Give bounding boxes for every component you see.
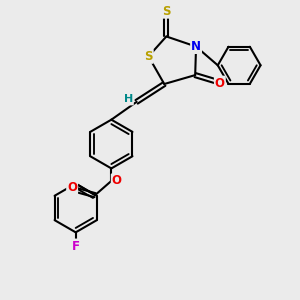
Text: O: O [215, 76, 225, 90]
Text: S: S [144, 50, 153, 63]
Text: N: N [191, 40, 201, 53]
Text: O: O [67, 181, 77, 194]
Text: H: H [124, 94, 133, 104]
Text: F: F [72, 239, 80, 253]
Text: S: S [162, 5, 171, 18]
Text: O: O [112, 174, 122, 188]
